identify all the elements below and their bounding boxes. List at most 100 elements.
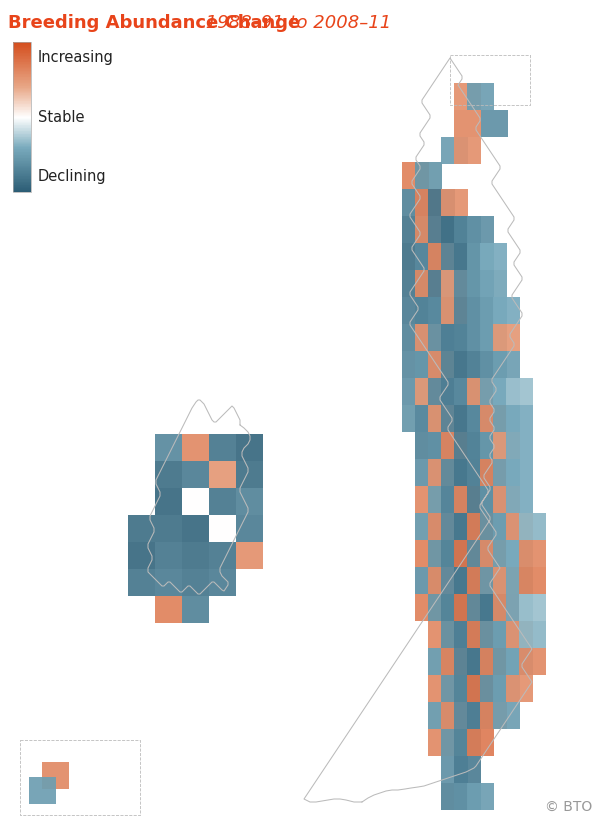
Bar bbox=[182, 596, 209, 622]
Bar bbox=[440, 701, 467, 728]
Bar bbox=[493, 593, 520, 620]
Bar bbox=[128, 541, 155, 569]
Bar bbox=[479, 269, 506, 297]
Bar bbox=[440, 728, 467, 756]
Bar bbox=[454, 620, 481, 648]
Bar bbox=[209, 541, 235, 569]
Bar bbox=[467, 593, 493, 620]
Bar bbox=[427, 189, 455, 216]
Bar bbox=[427, 269, 455, 297]
Text: Breeding Abundance Change: Breeding Abundance Change bbox=[8, 14, 300, 32]
Bar bbox=[454, 485, 481, 513]
Bar bbox=[440, 405, 467, 432]
Bar bbox=[415, 350, 442, 377]
Bar bbox=[479, 567, 506, 593]
Bar bbox=[467, 242, 493, 269]
Bar bbox=[415, 458, 442, 485]
Bar bbox=[155, 433, 182, 461]
Bar bbox=[182, 569, 209, 596]
Bar bbox=[182, 461, 209, 488]
Bar bbox=[479, 297, 506, 324]
Bar bbox=[479, 458, 506, 485]
Bar bbox=[479, 540, 506, 567]
Bar bbox=[415, 297, 442, 324]
Bar bbox=[454, 377, 481, 405]
Bar bbox=[454, 297, 481, 324]
Bar bbox=[440, 350, 467, 377]
Bar bbox=[427, 540, 455, 567]
Bar bbox=[479, 432, 506, 458]
Bar bbox=[493, 405, 520, 432]
Bar bbox=[155, 514, 182, 541]
Bar bbox=[479, 405, 506, 432]
Bar bbox=[415, 189, 442, 216]
Bar bbox=[454, 458, 481, 485]
Bar bbox=[467, 620, 493, 648]
Bar bbox=[440, 324, 467, 350]
Bar bbox=[415, 162, 442, 189]
Bar bbox=[454, 137, 481, 163]
Bar bbox=[454, 405, 481, 432]
Bar bbox=[467, 567, 493, 593]
Bar bbox=[401, 189, 428, 216]
Bar bbox=[401, 162, 428, 189]
Bar bbox=[415, 593, 442, 620]
Bar bbox=[505, 458, 533, 485]
Bar bbox=[155, 569, 182, 596]
Bar bbox=[493, 567, 520, 593]
Bar bbox=[440, 216, 467, 242]
Bar bbox=[454, 783, 481, 809]
Bar bbox=[235, 488, 263, 514]
Bar bbox=[454, 701, 481, 728]
Bar bbox=[467, 675, 493, 701]
Bar bbox=[467, 269, 493, 297]
Bar bbox=[467, 513, 493, 540]
Bar bbox=[182, 433, 209, 461]
Bar bbox=[128, 569, 155, 596]
Bar bbox=[518, 620, 545, 648]
Bar bbox=[493, 513, 520, 540]
Bar bbox=[440, 458, 467, 485]
Bar bbox=[415, 269, 442, 297]
Bar bbox=[493, 648, 520, 675]
Bar bbox=[454, 648, 481, 675]
Bar bbox=[440, 648, 467, 675]
Bar bbox=[415, 513, 442, 540]
Bar bbox=[427, 458, 455, 485]
Bar bbox=[440, 567, 467, 593]
Text: Stable: Stable bbox=[38, 110, 85, 124]
Bar bbox=[467, 216, 493, 242]
Bar bbox=[440, 675, 467, 701]
Bar bbox=[518, 648, 545, 675]
Bar bbox=[401, 242, 428, 269]
Bar bbox=[235, 541, 263, 569]
Bar bbox=[415, 242, 442, 269]
Bar bbox=[467, 485, 493, 513]
Bar bbox=[479, 324, 506, 350]
Bar bbox=[493, 377, 520, 405]
Bar bbox=[505, 540, 533, 567]
Bar bbox=[454, 756, 481, 783]
Bar bbox=[493, 620, 520, 648]
Bar bbox=[505, 593, 533, 620]
Bar bbox=[505, 513, 533, 540]
Bar bbox=[518, 567, 545, 593]
Bar bbox=[467, 701, 493, 728]
Bar bbox=[454, 350, 481, 377]
Bar bbox=[427, 432, 455, 458]
Bar bbox=[155, 488, 182, 514]
Bar bbox=[235, 514, 263, 541]
Bar bbox=[493, 701, 520, 728]
Bar bbox=[493, 432, 520, 458]
Bar bbox=[401, 324, 428, 350]
Bar bbox=[467, 432, 493, 458]
Bar bbox=[505, 432, 533, 458]
Bar bbox=[41, 761, 68, 789]
Bar bbox=[427, 567, 455, 593]
Bar bbox=[415, 540, 442, 567]
Bar bbox=[454, 567, 481, 593]
Bar bbox=[427, 675, 455, 701]
Bar bbox=[493, 297, 520, 324]
Bar bbox=[518, 540, 545, 567]
Bar bbox=[155, 541, 182, 569]
